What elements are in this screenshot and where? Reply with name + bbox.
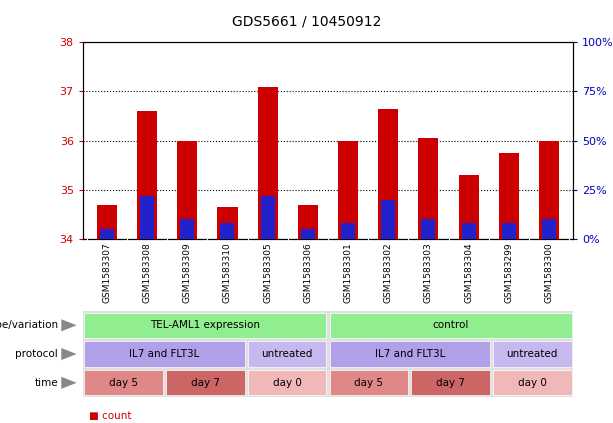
Bar bbox=[85, 341, 245, 367]
Text: GSM1583305: GSM1583305 bbox=[263, 243, 272, 303]
Bar bbox=[502, 223, 516, 239]
Bar bbox=[218, 207, 237, 239]
Text: day 5: day 5 bbox=[109, 378, 138, 388]
Bar bbox=[257, 87, 278, 239]
Text: GSM1583302: GSM1583302 bbox=[384, 243, 393, 303]
Bar bbox=[411, 370, 490, 396]
Bar bbox=[166, 370, 245, 396]
Bar bbox=[85, 313, 326, 338]
Text: genotype/variation: genotype/variation bbox=[0, 320, 58, 330]
Bar bbox=[180, 220, 194, 239]
Text: TEL-AML1 expression: TEL-AML1 expression bbox=[150, 320, 261, 330]
Text: protocol: protocol bbox=[15, 349, 58, 359]
Bar bbox=[261, 196, 275, 239]
Bar bbox=[542, 220, 556, 239]
Bar bbox=[462, 223, 476, 239]
Bar bbox=[85, 370, 163, 396]
Bar bbox=[421, 220, 435, 239]
Bar bbox=[459, 175, 479, 239]
Bar bbox=[493, 341, 571, 367]
Polygon shape bbox=[61, 319, 77, 331]
Text: GSM1583307: GSM1583307 bbox=[102, 243, 112, 303]
Bar bbox=[301, 229, 315, 239]
Bar bbox=[100, 229, 114, 239]
Bar bbox=[493, 370, 571, 396]
Bar bbox=[341, 223, 355, 239]
Bar bbox=[221, 223, 235, 239]
Text: control: control bbox=[432, 320, 469, 330]
Text: day 0: day 0 bbox=[518, 378, 547, 388]
Text: IL7 and FLT3L: IL7 and FLT3L bbox=[375, 349, 445, 359]
Bar bbox=[330, 341, 490, 367]
Bar bbox=[338, 141, 358, 239]
Text: GSM1583309: GSM1583309 bbox=[183, 243, 192, 303]
Text: GSM1583303: GSM1583303 bbox=[424, 243, 433, 303]
Text: ■ count: ■ count bbox=[89, 411, 131, 421]
Bar bbox=[248, 370, 326, 396]
Text: untreated: untreated bbox=[506, 349, 558, 359]
Bar bbox=[97, 205, 117, 239]
Text: day 7: day 7 bbox=[191, 378, 220, 388]
Bar bbox=[539, 141, 559, 239]
Bar bbox=[330, 313, 571, 338]
Text: GSM1583308: GSM1583308 bbox=[143, 243, 151, 303]
Text: GDS5661 / 10450912: GDS5661 / 10450912 bbox=[232, 15, 381, 29]
Polygon shape bbox=[61, 377, 77, 389]
Text: time: time bbox=[34, 378, 58, 388]
Text: GSM1583306: GSM1583306 bbox=[303, 243, 313, 303]
Text: GSM1583304: GSM1583304 bbox=[464, 243, 473, 303]
Bar bbox=[137, 111, 157, 239]
Text: GSM1583310: GSM1583310 bbox=[223, 243, 232, 303]
Bar bbox=[177, 141, 197, 239]
Text: day 0: day 0 bbox=[273, 378, 302, 388]
Bar bbox=[419, 138, 438, 239]
Text: GSM1583299: GSM1583299 bbox=[504, 243, 513, 303]
Bar bbox=[140, 196, 154, 239]
Text: GSM1583301: GSM1583301 bbox=[343, 243, 352, 303]
Text: untreated: untreated bbox=[261, 349, 313, 359]
Bar bbox=[381, 200, 395, 239]
Bar bbox=[298, 205, 318, 239]
Polygon shape bbox=[61, 348, 77, 360]
Text: IL7 and FLT3L: IL7 and FLT3L bbox=[129, 349, 200, 359]
Bar bbox=[248, 341, 326, 367]
Text: GSM1583300: GSM1583300 bbox=[544, 243, 554, 303]
Text: day 7: day 7 bbox=[436, 378, 465, 388]
Bar bbox=[378, 109, 398, 239]
Text: day 5: day 5 bbox=[354, 378, 383, 388]
Bar bbox=[499, 153, 519, 239]
Bar bbox=[330, 370, 408, 396]
